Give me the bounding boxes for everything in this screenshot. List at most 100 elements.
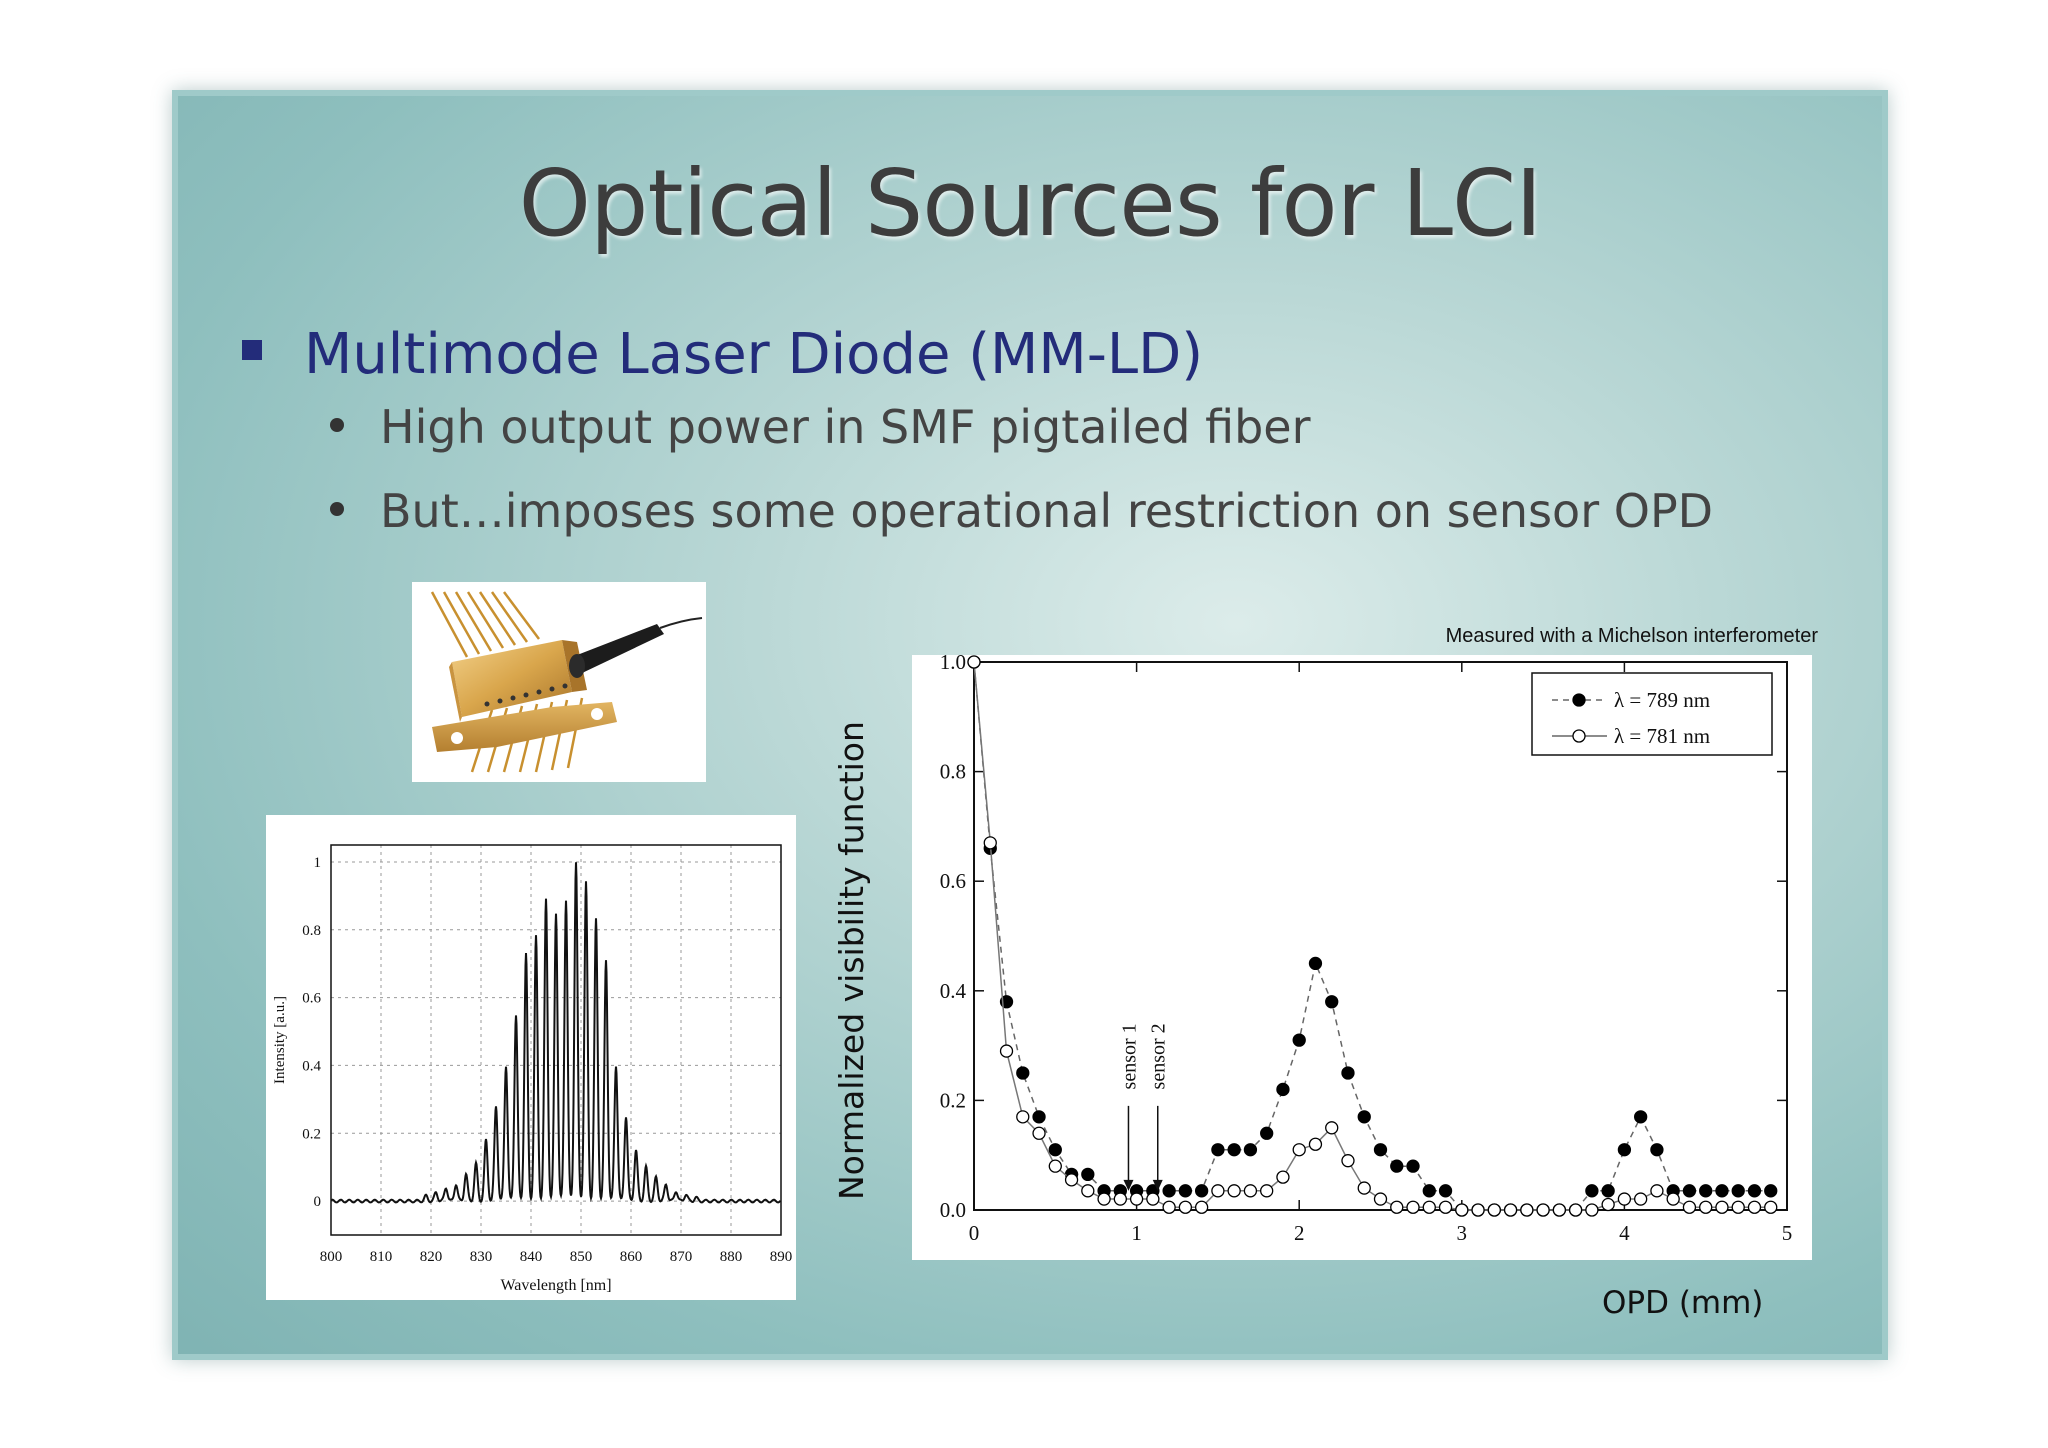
visibility-data-point [1292, 1143, 1306, 1157]
sub-bullet-2: But…imposes some operational restriction… [330, 484, 1713, 538]
laser-diode-module-photo [412, 582, 706, 782]
visibility-data-point [1178, 1200, 1193, 1214]
visibility-data-point [1016, 1066, 1030, 1080]
visibility-data-point [1682, 1184, 1697, 1198]
visibility-data-point [1455, 1203, 1469, 1217]
visibility-data-point [1194, 1200, 1209, 1214]
visibility-data-point [1016, 1110, 1030, 1124]
spectrum-x-tick-label: 840 [520, 1249, 543, 1265]
visibility-data-point [999, 1044, 1014, 1058]
spectrum-y-tick-label: 0.2 [302, 1126, 321, 1142]
visibility-data-point [1715, 1200, 1729, 1214]
visibility-data-point [1048, 1143, 1062, 1157]
visibility-data-point [1178, 1184, 1193, 1198]
visibility-data-point [1503, 1203, 1518, 1217]
main-bullet: Multimode Laser Diode (MM-LD) [242, 322, 1203, 387]
visibility-data-point [1129, 1192, 1144, 1206]
visibility-data-point [1373, 1192, 1388, 1206]
legend-entry: λ = 781 nm [1614, 724, 1710, 748]
visibility-legend [1531, 672, 1773, 756]
visibility-data-point [1682, 1200, 1697, 1214]
spectrum-x-tick-label: 810 [370, 1249, 393, 1265]
visibility-y-tick-label: 1.0 [940, 655, 966, 674]
visibility-data-point [1211, 1143, 1225, 1157]
visibility-plot-frame [973, 661, 1788, 1211]
visibility-data-point [1081, 1184, 1095, 1198]
visibility-data-point [1308, 1137, 1323, 1151]
spectrum-plot-frame [330, 844, 782, 1236]
visibility-data-point [1650, 1143, 1664, 1157]
sub-bullet-1: High output power in SMF pigtailed fiber [330, 400, 1311, 454]
visibility-data-point [1650, 1184, 1664, 1198]
visibility-data-point [967, 655, 981, 669]
visibility-data-point [1601, 1184, 1615, 1198]
visibility-data-point [1422, 1200, 1436, 1214]
spectrum-y-tick-label: 0 [314, 1194, 322, 1210]
visibility-data-point [1032, 1126, 1046, 1140]
spectrum-x-tick-label: 820 [420, 1249, 443, 1265]
visibility-y-tick-label: 0.0 [940, 1198, 966, 1222]
spectrum-curve [330, 862, 782, 1204]
visibility-data-point [1471, 1203, 1485, 1217]
spectrum-x-tick-label: 800 [320, 1249, 343, 1265]
sensor-annotation-label: sensor 2 [1148, 1023, 1170, 1089]
visibility-data-point [1764, 1184, 1778, 1198]
sensor-arrow-head-icon [1152, 1179, 1163, 1191]
visibility-data-point [1113, 1192, 1127, 1206]
visibility-data-point [1227, 1184, 1241, 1198]
visibility-data-point [1260, 1184, 1274, 1198]
slide-title: Optical Sources for LCI [518, 150, 1543, 257]
visibility-x-tick-label: 2 [1294, 1221, 1305, 1245]
laser-diode-module-icon [430, 591, 703, 773]
visibility-data-point [1357, 1110, 1371, 1124]
spectrum-x-tick-label: 880 [720, 1249, 743, 1265]
visibility-data-point [1520, 1203, 1534, 1217]
visibility-data-point [1357, 1181, 1371, 1195]
spectrum-y-tick-label: 0.6 [302, 991, 321, 1007]
visibility-chart-svg: 0 1 2 3 4 5 0.0 0.2 0.4 0.6 0.8 1.0 sensor 1 sensor 2… [940, 650, 1793, 1245]
visibility-data-point [1373, 1143, 1388, 1157]
visibility-data-point [1048, 1159, 1062, 1173]
visibility-chart: 0 1 2 3 4 5 0.0 0.2 0.4 0.6 0.8 1.0 sensor 1 sensor 2… [912, 650, 1812, 1260]
visibility-data-point [1341, 1066, 1355, 1080]
visibility-data-point [1747, 1184, 1762, 1198]
visibility-data-point [1390, 1200, 1404, 1214]
spectrum-y-tick-label: 0.8 [302, 923, 321, 939]
visibility-data-point [1764, 1200, 1778, 1214]
spectrum-x-tick-label: 850 [570, 1249, 593, 1265]
spectrum-chart-svg: 800 810 820 830 840 850 860 870 880 890 0 0.2 0.4 0.6… [272, 844, 792, 1294]
visibility-data-point [1211, 1184, 1225, 1198]
visibility-data-point [1406, 1159, 1420, 1173]
visibility-data-point [1308, 956, 1323, 971]
square-bullet-icon [242, 339, 262, 360]
spectrum-x-tick-label: 860 [620, 1249, 643, 1265]
visibility-data-point [1552, 1203, 1567, 1217]
visibility-data-point [1634, 1110, 1648, 1124]
sensor-arrow-head-icon [1123, 1179, 1134, 1191]
visibility-y-tick-label: 0.8 [940, 760, 966, 784]
visibility-data-point [1276, 1082, 1290, 1097]
visibility-data-point [1747, 1200, 1762, 1214]
visibility-data-point [1438, 1200, 1453, 1214]
visibility-data-point [1731, 1184, 1745, 1198]
visibility-data-point [1731, 1200, 1745, 1214]
round-bullet-icon [330, 501, 344, 516]
visibility-data-point [1032, 1110, 1046, 1124]
visibility-data-point [1601, 1197, 1615, 1212]
visibility-data-point [1715, 1184, 1729, 1198]
visibility-y-axis-label: Normalized visibility function [832, 721, 871, 1200]
visibility-data-point [1325, 995, 1339, 1009]
visibility-data-point [1699, 1200, 1713, 1214]
spectrum-x-tick-label: 870 [670, 1249, 693, 1265]
visibility-data-point [1162, 1200, 1176, 1214]
spectrum-x-axis-label: Wavelength [nm] [500, 1277, 611, 1294]
sensor-annotation-label: sensor 1 [1118, 1023, 1140, 1089]
spectrum-y-axis-label: Intensity [a.u.] [272, 996, 288, 1084]
visibility-x-tick-label: 1 [1131, 1221, 1142, 1245]
visibility-data-point [1422, 1184, 1436, 1198]
visibility-data-point [1536, 1203, 1550, 1217]
round-bullet-icon [330, 417, 344, 432]
visibility-data-point [1617, 1192, 1632, 1206]
visibility-y-tick-label: 0.2 [940, 1088, 966, 1112]
spectrum-y-tick-label: 0.4 [302, 1058, 321, 1074]
